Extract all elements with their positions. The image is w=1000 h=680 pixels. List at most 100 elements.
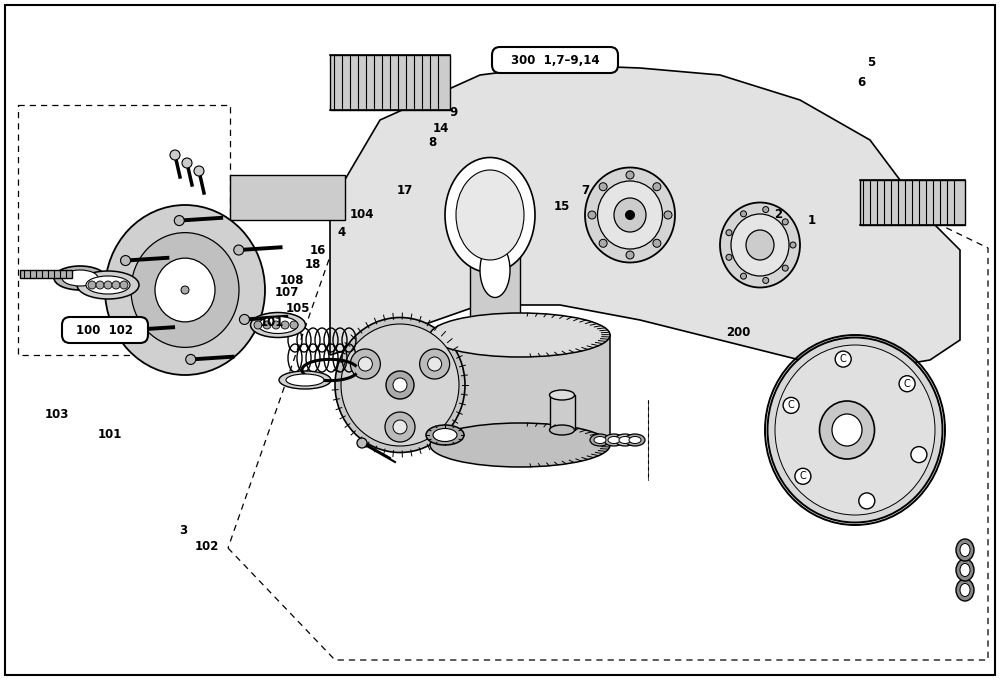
Polygon shape [430, 335, 610, 445]
Ellipse shape [608, 437, 620, 443]
Ellipse shape [956, 539, 974, 561]
Ellipse shape [832, 414, 862, 446]
Circle shape [588, 211, 596, 219]
Ellipse shape [820, 401, 874, 459]
Circle shape [740, 273, 746, 279]
Ellipse shape [550, 390, 574, 400]
Bar [330, 55, 450, 110]
Text: 5: 5 [867, 56, 875, 69]
Circle shape [88, 281, 96, 289]
Text: 17: 17 [397, 184, 413, 197]
Ellipse shape [155, 258, 215, 322]
Ellipse shape [54, 266, 106, 290]
Circle shape [626, 251, 634, 259]
Circle shape [599, 183, 607, 190]
Circle shape [281, 321, 289, 329]
Text: 101: 101 [98, 428, 122, 441]
Circle shape [899, 376, 915, 392]
Text: 2: 2 [774, 209, 782, 222]
Text: C: C [788, 401, 794, 410]
Circle shape [740, 211, 746, 217]
FancyBboxPatch shape [492, 47, 618, 73]
Ellipse shape [335, 318, 465, 452]
Circle shape [653, 183, 661, 190]
Ellipse shape [131, 233, 239, 347]
Ellipse shape [614, 198, 646, 232]
Ellipse shape [585, 167, 675, 262]
Circle shape [782, 265, 788, 271]
Text: 3: 3 [179, 524, 187, 537]
Ellipse shape [775, 345, 935, 515]
Circle shape [254, 321, 262, 329]
Circle shape [653, 239, 661, 248]
Bar [230, 175, 345, 220]
Circle shape [763, 207, 769, 213]
Ellipse shape [746, 230, 774, 260]
Text: 15: 15 [554, 201, 570, 214]
Polygon shape [470, 210, 520, 330]
Ellipse shape [86, 276, 130, 294]
Text: 6: 6 [857, 75, 865, 88]
Circle shape [126, 325, 136, 335]
Circle shape [726, 254, 732, 260]
Polygon shape [550, 395, 575, 430]
Ellipse shape [105, 205, 265, 375]
Text: 14: 14 [433, 122, 449, 135]
Text: 103: 103 [45, 409, 69, 422]
Text: 200: 200 [726, 326, 750, 339]
Circle shape [726, 230, 732, 236]
Ellipse shape [615, 434, 635, 446]
Ellipse shape [286, 374, 324, 386]
Polygon shape [330, 65, 960, 370]
Circle shape [121, 256, 131, 266]
Circle shape [835, 351, 851, 367]
Ellipse shape [77, 271, 139, 299]
Circle shape [358, 357, 372, 371]
Text: 9: 9 [449, 105, 457, 118]
Ellipse shape [629, 437, 641, 443]
Text: 7: 7 [581, 184, 589, 197]
Text: 101: 101 [260, 316, 284, 330]
Text: 100  102: 100 102 [76, 324, 134, 337]
Circle shape [393, 378, 407, 392]
Text: C: C [800, 471, 806, 481]
Ellipse shape [956, 559, 974, 581]
FancyBboxPatch shape [62, 317, 148, 343]
Text: 102: 102 [195, 541, 219, 554]
Circle shape [186, 354, 196, 364]
Text: 300  1,7–9,14: 300 1,7–9,14 [511, 54, 599, 67]
Circle shape [795, 469, 811, 484]
Circle shape [859, 493, 875, 509]
Circle shape [182, 158, 192, 168]
Circle shape [420, 349, 450, 379]
Circle shape [393, 420, 407, 434]
Text: 4: 4 [338, 226, 346, 239]
Circle shape [181, 286, 189, 294]
Ellipse shape [731, 214, 789, 276]
Ellipse shape [430, 423, 610, 467]
Ellipse shape [456, 170, 524, 260]
Text: C: C [904, 379, 910, 389]
Circle shape [911, 447, 927, 462]
Circle shape [386, 371, 414, 399]
Ellipse shape [590, 434, 610, 446]
Text: 107: 107 [275, 286, 299, 299]
Ellipse shape [445, 158, 535, 273]
Ellipse shape [594, 437, 606, 443]
Ellipse shape [768, 337, 942, 522]
Text: 108: 108 [280, 273, 304, 286]
Text: 18: 18 [305, 258, 321, 271]
Ellipse shape [258, 316, 298, 333]
Ellipse shape [720, 203, 800, 288]
Circle shape [664, 211, 672, 219]
Circle shape [790, 242, 796, 248]
Circle shape [763, 277, 769, 284]
Ellipse shape [62, 270, 98, 286]
Circle shape [599, 239, 607, 248]
Text: C: C [840, 354, 847, 364]
Ellipse shape [625, 434, 645, 446]
Circle shape [782, 219, 788, 225]
Ellipse shape [550, 425, 574, 435]
Circle shape [112, 281, 120, 289]
Circle shape [170, 150, 180, 160]
